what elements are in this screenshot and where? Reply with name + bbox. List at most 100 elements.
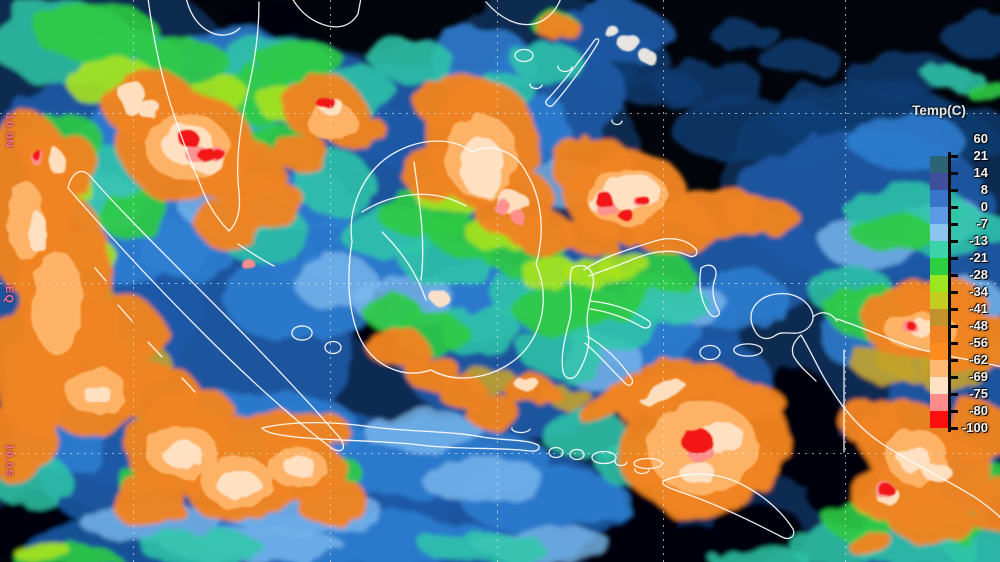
cloud-blob xyxy=(847,533,897,557)
colorbar-tick xyxy=(948,325,958,328)
colorbar-tick-label: -13 xyxy=(969,233,988,248)
coastline-path xyxy=(324,340,342,355)
coastline-path xyxy=(185,0,241,36)
cloud-blob xyxy=(520,326,604,378)
colorbar-tick xyxy=(948,410,958,413)
cloud-blob xyxy=(362,412,482,452)
cloud-blob xyxy=(636,196,650,206)
coastline-path xyxy=(117,304,133,322)
colorbar-tick xyxy=(948,189,958,192)
cloud-blob xyxy=(905,206,1000,258)
temperature-colorbar xyxy=(930,156,949,428)
cloud-blob xyxy=(577,524,747,562)
cloud-blob xyxy=(196,146,214,160)
colorbar-tick-label: -56 xyxy=(969,335,988,350)
cloud-blob xyxy=(710,20,780,50)
cloud-blob xyxy=(217,471,261,499)
cloud-blob xyxy=(197,207,257,247)
colorbar-segment xyxy=(930,224,949,241)
cloud-blob xyxy=(211,149,225,159)
cloud-blob xyxy=(83,384,111,404)
coastline-path xyxy=(614,460,628,467)
coastline-path xyxy=(181,377,196,393)
coastline-path xyxy=(67,170,345,452)
cloud-blob xyxy=(274,134,330,170)
cloud-blob xyxy=(178,131,200,147)
cloud-blob xyxy=(963,80,1000,100)
latitude-label: 10.0S xyxy=(3,444,15,478)
coastline-path xyxy=(662,473,795,540)
cloud-blob xyxy=(140,529,264,562)
colorbar-segment xyxy=(930,326,949,343)
coastline-path xyxy=(812,312,838,322)
cloud-blob xyxy=(517,254,577,290)
cloud-blob xyxy=(616,34,640,50)
cloud-blob xyxy=(904,320,914,328)
cloud-blob xyxy=(639,379,685,405)
cloud-blob xyxy=(420,531,544,562)
colorbar-tick-label: -41 xyxy=(969,301,988,316)
cloud-blob xyxy=(715,506,805,558)
cloud-blob xyxy=(850,212,934,252)
colorbar-tick-label: 14 xyxy=(973,165,988,180)
coastline-path xyxy=(791,334,817,382)
coastline-path xyxy=(485,0,561,26)
coastline-path xyxy=(361,193,467,213)
colorbar-tick xyxy=(948,240,958,243)
cloud-blob xyxy=(679,462,715,482)
cloud-blob xyxy=(710,546,810,562)
cloud-blob xyxy=(27,212,47,252)
cloud-blob xyxy=(660,484,744,520)
coastline-path xyxy=(699,264,720,318)
coastline-path xyxy=(699,344,721,361)
cloud-blob xyxy=(367,327,427,367)
colorbar-tick-label: -7 xyxy=(976,216,988,231)
cloud-blob xyxy=(594,193,614,207)
colorbar-tick-label: 60 xyxy=(973,131,988,146)
coastline-path xyxy=(591,450,617,465)
cloud-blob xyxy=(596,247,648,277)
cloud-blob xyxy=(512,210,572,254)
cloud-blob xyxy=(96,186,168,238)
cloud-blob xyxy=(967,481,1000,533)
cloud-blob xyxy=(220,410,304,454)
colorbar-tick xyxy=(948,427,958,430)
cloud-blob xyxy=(440,306,524,358)
cloud-blob xyxy=(32,148,40,160)
colorbar-tick xyxy=(948,274,958,277)
colorbar-segment xyxy=(930,190,949,207)
colorbar-tick-label: 21 xyxy=(973,148,988,163)
cloud-blob xyxy=(430,291,450,305)
colorbar-segment xyxy=(930,411,949,428)
coastline-path xyxy=(514,48,534,63)
cloud-blob xyxy=(362,294,422,330)
cloud-blob xyxy=(162,440,202,468)
colorbar-tick xyxy=(948,223,958,226)
cloud-blob xyxy=(49,150,65,174)
cloud-blob xyxy=(0,396,58,488)
colorbar-tick xyxy=(948,359,958,362)
colorbar-tick-label: -21 xyxy=(969,250,988,265)
legend-title: Temp(C) xyxy=(912,103,966,118)
cloud-blob xyxy=(579,379,645,425)
cloud-blob xyxy=(726,199,798,235)
coastline-path xyxy=(529,83,543,90)
cloud-blob xyxy=(260,40,344,84)
cloud-blob xyxy=(33,2,157,62)
cloud-blob xyxy=(464,396,520,428)
coastline-path xyxy=(750,292,814,340)
colorbar-segment xyxy=(930,207,949,224)
colorbar-segment xyxy=(930,156,949,173)
colorbar-segment xyxy=(930,377,949,394)
colorbar-segment xyxy=(930,343,949,360)
cloud-blob xyxy=(941,402,1000,462)
coastline-path xyxy=(413,161,424,281)
coastline-path xyxy=(511,427,531,434)
colorbar-tick-label: -80 xyxy=(969,403,988,418)
cloud-blob xyxy=(283,456,315,476)
coastline-path xyxy=(237,243,275,267)
cloud-blob xyxy=(493,200,511,214)
coastline-path xyxy=(291,325,313,341)
cloud-blob xyxy=(111,476,183,528)
